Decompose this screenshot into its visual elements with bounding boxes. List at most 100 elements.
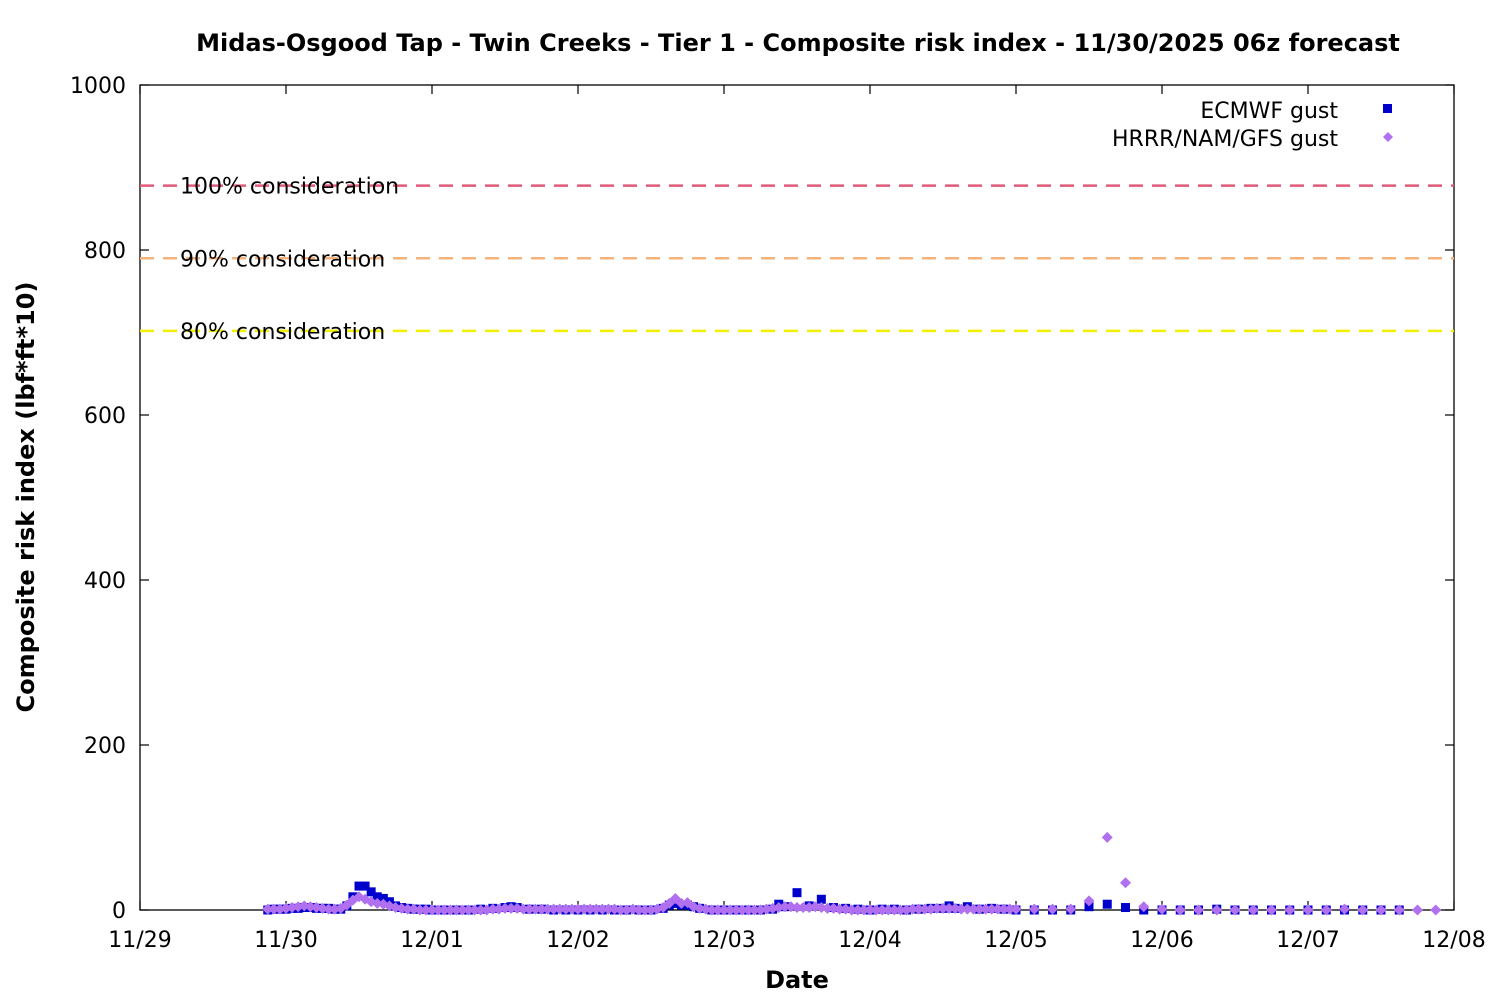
hrrr-point: [456, 904, 468, 916]
hrrr-point: [730, 904, 742, 916]
hrrr-point: [463, 904, 474, 916]
hrrr-point: [341, 899, 353, 911]
x-tick-label: 12/03: [692, 928, 755, 953]
hrrr-point: [323, 903, 335, 915]
y-axis-label: Composite risk index (lbf*ft*10): [12, 282, 40, 713]
hrrr-point: [542, 903, 554, 915]
hrrr-point: [980, 903, 992, 915]
reference-line-label: 90% consideration: [180, 247, 385, 272]
hrrr-point: [602, 903, 614, 915]
hrrr-point: [712, 904, 724, 916]
hrrr-point: [846, 904, 858, 916]
hrrr-point: [1156, 903, 1168, 915]
hrrr-point: [1393, 904, 1405, 916]
reference-line-label: 100% consideration: [180, 175, 399, 200]
hrrr-point: [554, 903, 566, 915]
hrrr-point: [1320, 904, 1332, 916]
ecmwf-point: [1102, 899, 1112, 909]
hrrr-point: [706, 904, 718, 916]
hrrr-point: [1028, 903, 1040, 915]
hrrr-point: [913, 903, 925, 915]
hrrr-point: [998, 903, 1010, 915]
x-tick-label: 12/08: [1422, 928, 1485, 953]
hrrr-point: [858, 904, 870, 916]
hrrr-point: [262, 903, 274, 915]
hrrr-point: [943, 902, 955, 914]
hrrr-point: [1284, 904, 1296, 916]
ecmwf-point: [1084, 902, 1094, 912]
x-tick-label: 12/06: [1130, 928, 1193, 953]
hrrr-point: [505, 902, 517, 914]
hrrr-point: [596, 903, 608, 915]
hrrr-point: [487, 903, 499, 915]
hrrr-point: [821, 902, 833, 914]
hrrr-point: [919, 903, 931, 915]
hrrr-point: [791, 902, 803, 914]
hrrr-point: [1010, 903, 1022, 915]
hrrr-point: [1101, 831, 1113, 843]
hrrr-point: [1193, 904, 1204, 916]
hrrr-point: [748, 904, 760, 916]
hrrr-point: [1266, 904, 1277, 916]
hrrr-point: [1302, 904, 1314, 916]
hrrr-point: [1229, 904, 1241, 916]
hrrr-point: [974, 903, 985, 915]
hrrr-point: [992, 903, 1004, 915]
plot-area-border: [139, 84, 1455, 911]
ecmwf-point: [1121, 903, 1130, 913]
hrrr-point: [584, 903, 596, 915]
hrrr-point: [499, 902, 511, 914]
hrrr-point: [931, 902, 943, 914]
hrrr-point: [572, 903, 584, 915]
hrrr-point: [736, 904, 748, 916]
hrrr-point: [876, 904, 888, 916]
hrrr-point: [523, 903, 535, 915]
hrrr-point: [1375, 904, 1387, 916]
hrrr-point: [724, 904, 736, 916]
ecmwf-point: [378, 893, 388, 903]
legend: ECMWF gust HRRR/NAM/GFS gust: [1112, 99, 1393, 152]
hrrr-point: [961, 903, 973, 915]
hrrr-point: [578, 903, 590, 915]
x-tick-label: 12/02: [546, 928, 609, 953]
reference-lines: 100% consideration 90% consideration 80% c…: [140, 175, 1454, 345]
hrrr-point: [669, 892, 681, 904]
x-tick-label: 12/01: [400, 928, 463, 953]
axis-ticks: 11/29 11/30 12/01 12/02 12/03 12/04 12/05 12/06…: [70, 74, 1486, 953]
ecmwf-point: [792, 888, 802, 898]
hrrr-point: [742, 904, 754, 916]
hrrr-point: [937, 902, 949, 914]
hrrr-point: [1138, 901, 1150, 913]
x-tick-label: 11/30: [254, 928, 317, 953]
hrrr-point: [955, 903, 967, 915]
y-tick-label: 600: [84, 404, 126, 429]
hrrr-point: [1430, 904, 1442, 916]
hrrr-point: [718, 904, 730, 916]
hrrr-point: [870, 904, 882, 916]
chart-title: Midas-Osgood Tap - Twin Creeks - Tier 1 …: [196, 29, 1400, 57]
hrrr-point: [779, 901, 791, 913]
ecmwf-point: [354, 881, 364, 891]
hrrr-point: [536, 903, 547, 915]
hrrr-point: [444, 904, 456, 916]
legend-marker-ecmwf: [1383, 104, 1392, 113]
hrrr-point: [475, 904, 487, 916]
hrrr-point: [438, 904, 450, 916]
hrrr-point: [633, 904, 645, 916]
x-tick-label: 12/07: [1276, 928, 1339, 953]
hrrr-point: [450, 904, 462, 916]
hrrr-point: [1247, 904, 1259, 916]
hrrr-point: [414, 904, 426, 916]
hrrr-point: [663, 897, 675, 909]
hrrr-point: [566, 903, 578, 915]
ecmwf-point: [366, 887, 376, 897]
y-tick-label: 200: [84, 734, 126, 759]
ecmwf-point: [816, 894, 826, 904]
hrrr-point: [1412, 904, 1423, 916]
hrrr-point: [432, 904, 444, 916]
hrrr-point: [420, 904, 432, 916]
hrrr-point: [986, 903, 998, 915]
hrrr-point: [888, 904, 900, 916]
hrrr-point: [882, 904, 894, 916]
